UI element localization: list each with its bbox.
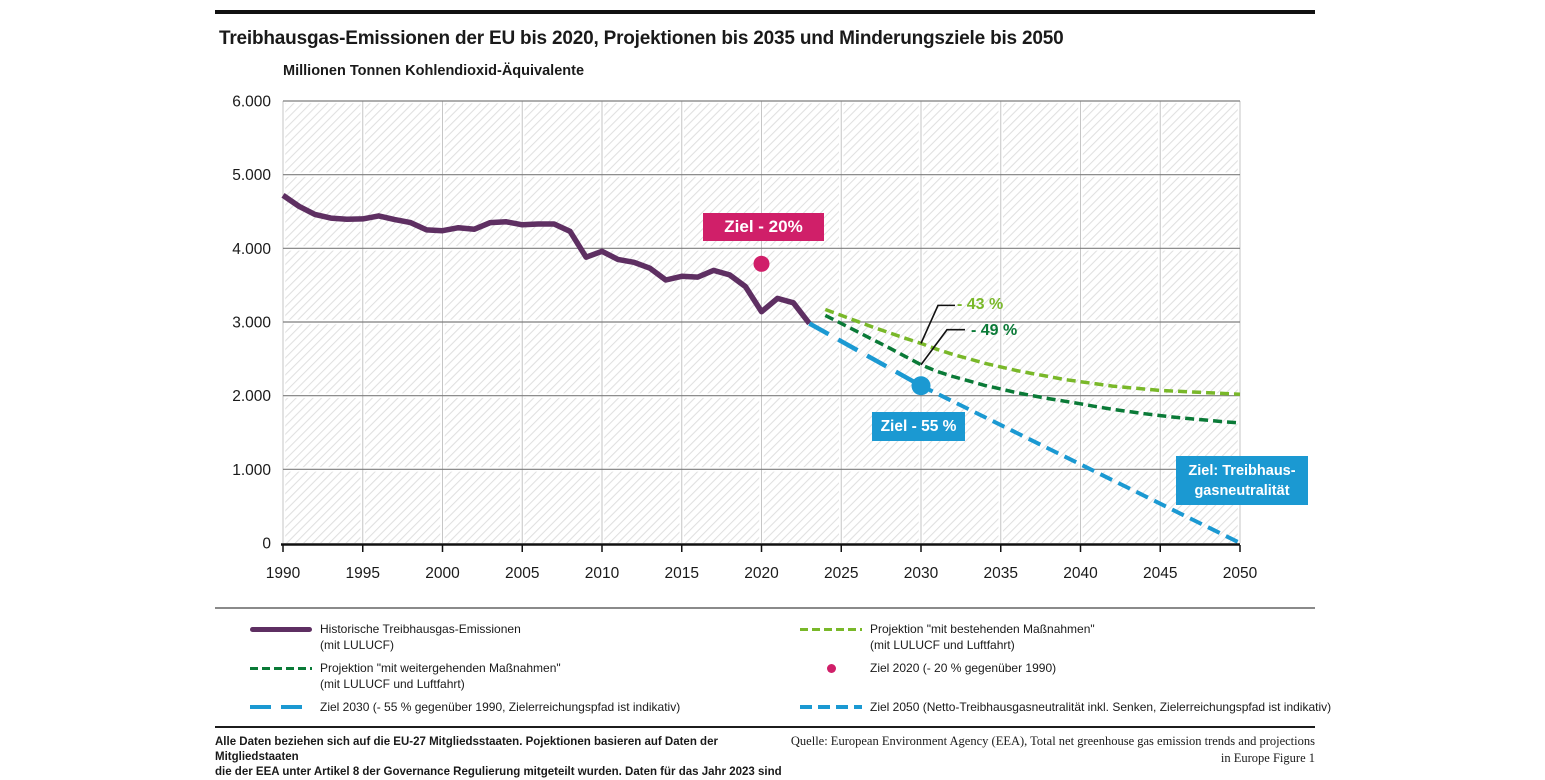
x-tick-label: 1995 [346, 565, 380, 582]
legend-item-target-2030: Ziel 2030 (- 55 % gegenüber 1990, Zieler… [250, 700, 795, 724]
top-divider [215, 10, 1315, 14]
legend-label: Projektion "mit bestehenden Maßnahmen" (… [870, 622, 1095, 653]
y-tick-label: 1.000 [232, 462, 271, 479]
projection-wam-line [824, 313, 1241, 425]
emissions-chart: 1990 1995 2000 2005 2010 2015 2020 2025 2030 2035… [232, 94, 1258, 583]
projection-wam-line-swatch [250, 667, 312, 670]
target-2020-dot [753, 255, 770, 272]
legend-label-line1: Projektion "mit weitergehenden Maßnahmen… [320, 661, 561, 675]
target-2020-badge: Ziel - 20% [703, 213, 824, 241]
target-2050-badge-line1: Ziel: Treibhaus- [1188, 463, 1296, 479]
x-tick-label: 2030 [904, 565, 939, 582]
annotation-minus-43: - 43 % [957, 296, 1004, 313]
y-tick-label: 3.000 [232, 315, 271, 332]
y-tick-label: 2.000 [232, 388, 271, 405]
x-tick-label: 2040 [1063, 565, 1098, 582]
legend-item-target-2050: Ziel 2050 (Netto-Treibhausgasneutralität… [800, 700, 1331, 724]
legend-column-left: Historische Treibhausgas-Emissionen (mit… [250, 622, 795, 724]
x-tick-label: 2010 [585, 565, 620, 582]
target-2050-line-swatch [800, 705, 862, 709]
target-2030-line-swatch [250, 705, 312, 709]
legend-label: Historische Treibhausgas-Emissionen (mit… [320, 622, 521, 653]
legend-item-projection-wam: Projektion "mit weitergehenden Maßnahmen… [250, 661, 795, 700]
footnote-text: Alle Daten beziehen sich auf die EU-27 M… [215, 735, 800, 780]
target-2030-path [808, 321, 923, 388]
x-tick-label: 2005 [505, 565, 539, 582]
legend-top-divider [215, 607, 1315, 609]
source-text: Quelle: European Environment Agency (EEA… [770, 733, 1315, 766]
projection-wem-line-swatch [800, 628, 862, 631]
y-tick-label: 0 [262, 536, 271, 553]
annotation-connector [920, 304, 955, 344]
x-tick-label: 2000 [425, 565, 460, 582]
historical-line-swatch [250, 627, 312, 632]
legend-label-line2: (mit LULUCF) [320, 637, 394, 652]
y-tick-label: 6.000 [232, 94, 271, 111]
legend-column-right: Projektion "mit bestehenden Maßnahmen" (… [800, 622, 1331, 724]
y-axis-unit-label: Millionen Tonnen Kohlendioxid-Äquivalent… [283, 63, 585, 79]
footnote-line2: die der EEA unter Artikel 8 der Governan… [215, 766, 782, 778]
source-line2: in Europe Figure 1 [1220, 750, 1315, 765]
legend-label-line2: (mit LULUCF und Luftfahrt) [320, 676, 465, 691]
x-tick-label: 2035 [984, 565, 1018, 582]
y-tick-label: 5.000 [232, 167, 271, 184]
legend-item-historical: Historische Treibhausgas-Emissionen (mit… [250, 622, 795, 661]
x-tick-label: 1990 [266, 565, 301, 582]
source-line1: Quelle: European Environment Agency (EEA… [790, 734, 1315, 748]
legend-item-projection-wem: Projektion "mit bestehenden Maßnahmen" (… [800, 622, 1315, 661]
legend-label-line1: Ziel 2050 (Netto-Treibhausgasneutralität… [870, 700, 1332, 714]
x-tick-label: 2020 [744, 565, 779, 582]
annotation-connector [920, 328, 965, 366]
target-2030-dot [911, 376, 931, 396]
legend-item-target-2020: Ziel 2020 (- 20 % gegenüber 1990) [800, 661, 1315, 700]
target-2050-neutrality-badge: Ziel: Treibhaus- gasneutralität [1176, 456, 1308, 505]
target-2030-badge: Ziel - 55 % [872, 412, 965, 441]
target-2050-badge-line2: gasneutralität [1194, 483, 1290, 499]
footnote-line1: Alle Daten beziehen sich auf die EU-27 M… [215, 736, 718, 763]
legend-label-line1: Ziel 2030 (- 55 % gegenüber 1990, Zieler… [320, 700, 681, 714]
x-tick-label: 2045 [1143, 565, 1177, 582]
legend-label-line1: Projektion "mit bestehenden Maßnahmen" [870, 622, 1095, 636]
y-tick-label: 4.000 [232, 241, 271, 258]
legend-bottom-divider [215, 726, 1315, 728]
annotation-minus-49: - 49 % [971, 322, 1018, 339]
projection-wem-line [824, 307, 1241, 396]
x-tick-label: 2050 [1223, 565, 1258, 582]
legend-label-line1: Historische Treibhausgas-Emissionen [320, 622, 521, 636]
page-title: Treibhausgas-Emissionen der EU bis 2020,… [219, 28, 1064, 49]
legend-label: Projektion "mit weitergehenden Maßnahmen… [320, 661, 561, 692]
x-tick-label: 2025 [824, 565, 858, 582]
legend-label-line2: (mit LULUCF und Luftfahrt) [870, 637, 1015, 652]
historical-emissions-line [281, 193, 812, 326]
chart-legend: Historische Treibhausgas-Emissionen (mit… [215, 613, 1331, 724]
legend-label-line1: Ziel 2020 (- 20 % gegenüber 1990) [870, 661, 1057, 675]
target-2020-dot-swatch [800, 664, 862, 673]
x-tick-label: 2015 [665, 565, 699, 582]
